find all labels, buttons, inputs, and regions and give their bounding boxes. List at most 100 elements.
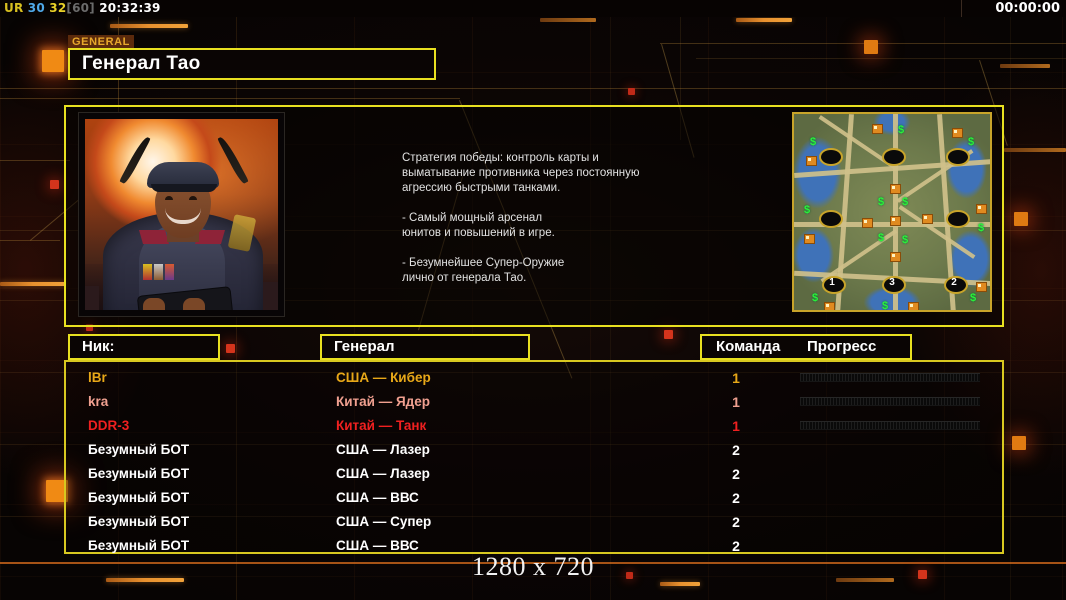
supply-marker: $ [978, 222, 985, 234]
player-progress-bar [800, 445, 980, 454]
status-mode: UR [4, 1, 24, 15]
map-building-icon [908, 302, 919, 310]
status-value-blue: 30 [27, 1, 45, 15]
desc-bullet2-line2: лично от генерала Тао. [402, 272, 527, 284]
general-tag-label: GENERAL [68, 35, 134, 49]
match-timer: 00:00:00 [995, 1, 1060, 16]
player-nick: Безумный БОТ [88, 442, 190, 457]
desc-bullet1-line1: - Самый мощный арсенал [402, 212, 543, 224]
player-nick: lBr [88, 370, 107, 385]
map-building-icon [804, 234, 815, 244]
map-building-icon [862, 218, 873, 228]
status-value-yellow: 32 [49, 1, 67, 15]
player-progress-bar [800, 421, 980, 430]
status-stats: UR 30 32[60] 20:32:39 [4, 0, 161, 17]
topbar-separator [961, 0, 962, 17]
player-nick: Безумный БОТ [88, 538, 190, 553]
top-status-bar: UR 30 32[60] 20:32:39 00:00:00 [0, 0, 1066, 17]
table-row[interactable]: DDR-3 Китай — Танк 1 [66, 414, 1002, 438]
start-position-3: 3 [889, 277, 895, 288]
player-progress-bar [800, 541, 980, 550]
player-team: 2 [732, 442, 740, 458]
start-position-2: 2 [951, 277, 957, 288]
map-building-icon [976, 204, 987, 214]
map-building-icon [922, 214, 933, 224]
player-team: 2 [732, 466, 740, 482]
general-name-box[interactable]: Генерал Тао [68, 48, 436, 80]
player-progress-bar [800, 397, 980, 406]
supply-marker: $ [810, 136, 817, 148]
supply-marker: $ [968, 136, 975, 148]
player-nick: DDR-3 [88, 418, 130, 433]
player-general: США — Лазер [336, 442, 430, 457]
supply-marker: $ [812, 292, 819, 304]
map-building-icon [952, 128, 963, 138]
general-portrait [78, 112, 285, 317]
table-row[interactable]: Безумный БОТ США — ВВС 2 [66, 534, 1002, 558]
player-nick: Безумный БОТ [88, 466, 190, 481]
table-row[interactable]: Безумный БОТ США — Лазер 2 [66, 438, 1002, 462]
column-header-nick-label: Ник: [82, 338, 115, 355]
player-nick: Безумный БОТ [88, 514, 190, 529]
table-row[interactable]: Безумный БОТ США — Лазер 2 [66, 462, 1002, 486]
desc-line-1: Стратегия победы: контроль карты и [402, 152, 599, 164]
supply-marker: $ [970, 292, 977, 304]
supply-marker: $ [878, 232, 885, 244]
player-progress-bar [800, 493, 980, 502]
column-header-team-progress: Команда Прогресс [700, 334, 912, 360]
player-list-panel: lBr США — Кибер 1 kra Китай — Ядер 1 DDR-3 Кита… [64, 360, 1004, 554]
map-building-icon [806, 156, 817, 166]
player-general: Китай — Ядер [336, 394, 430, 409]
general-name-text: Генерал Тао [82, 53, 201, 74]
player-team: 2 [732, 490, 740, 506]
player-nick: Безумный БОТ [88, 490, 190, 505]
table-row[interactable]: lBr США — Кибер 1 [66, 366, 1002, 390]
column-header-nick: Ник: [68, 334, 220, 360]
player-nick: kra [88, 394, 109, 409]
supply-marker: $ [804, 204, 811, 216]
start-position-1: 1 [829, 277, 835, 288]
player-general: Китай — Танк [336, 418, 427, 433]
resolution-overlay-label: 1280 x 720 [472, 552, 594, 581]
desc-bullet2-line1: - Безумнейшее Супер-Оружие [402, 257, 565, 269]
player-general: США — ВВС [336, 538, 419, 553]
table-row[interactable]: kra Китай — Ядер 1 [66, 390, 1002, 414]
player-progress-bar [800, 517, 980, 526]
player-general: США — Супер [336, 514, 432, 529]
supply-marker: $ [898, 124, 905, 136]
map-building-icon [890, 216, 901, 226]
player-general: США — Лазер [336, 466, 430, 481]
player-team: 2 [732, 514, 740, 530]
desc-line-3: агрессию быстрыми танками. [402, 182, 561, 194]
map-building-icon [872, 124, 883, 134]
player-progress-bar [800, 469, 980, 478]
player-team: 2 [732, 538, 740, 554]
desc-line-2: выматывание противника через постоянную [402, 167, 640, 179]
desc-bullet1-line2: юнитов и повышений в игре. [402, 227, 555, 239]
general-description: Стратегия победы: контроль карты и вымат… [402, 151, 702, 286]
table-row[interactable]: Безумный БОТ США — Супер 2 [66, 510, 1002, 534]
player-general: США — Кибер [336, 370, 431, 385]
status-value-bracket: [60] [66, 1, 95, 15]
player-progress-bar [800, 373, 980, 382]
map-building-icon [824, 302, 835, 310]
column-header-general-label: Генерал [334, 338, 395, 355]
player-team: 1 [732, 370, 740, 386]
map-preview[interactable]: 1 3 2 $ $ $ $ $ $ $ $ $ $ $ $ [792, 112, 992, 312]
map-building-icon [890, 252, 901, 262]
supply-marker: $ [882, 300, 889, 312]
player-general: США — ВВС [336, 490, 419, 505]
column-header-team-label: Команда [716, 338, 781, 355]
player-team: 1 [732, 418, 740, 434]
column-header-general: Генерал [320, 334, 530, 360]
status-clock: 20:32:39 [99, 1, 161, 15]
player-team: 1 [732, 394, 740, 410]
map-building-icon [890, 184, 901, 194]
supply-marker: $ [902, 196, 909, 208]
map-building-icon [976, 282, 987, 292]
column-header-progress-label: Прогресс [807, 338, 877, 355]
supply-marker: $ [902, 234, 909, 246]
general-info-panel: Стратегия победы: контроль карты и вымат… [64, 105, 1004, 327]
table-row[interactable]: Безумный БОТ США — ВВС 2 [66, 486, 1002, 510]
supply-marker: $ [878, 196, 885, 208]
